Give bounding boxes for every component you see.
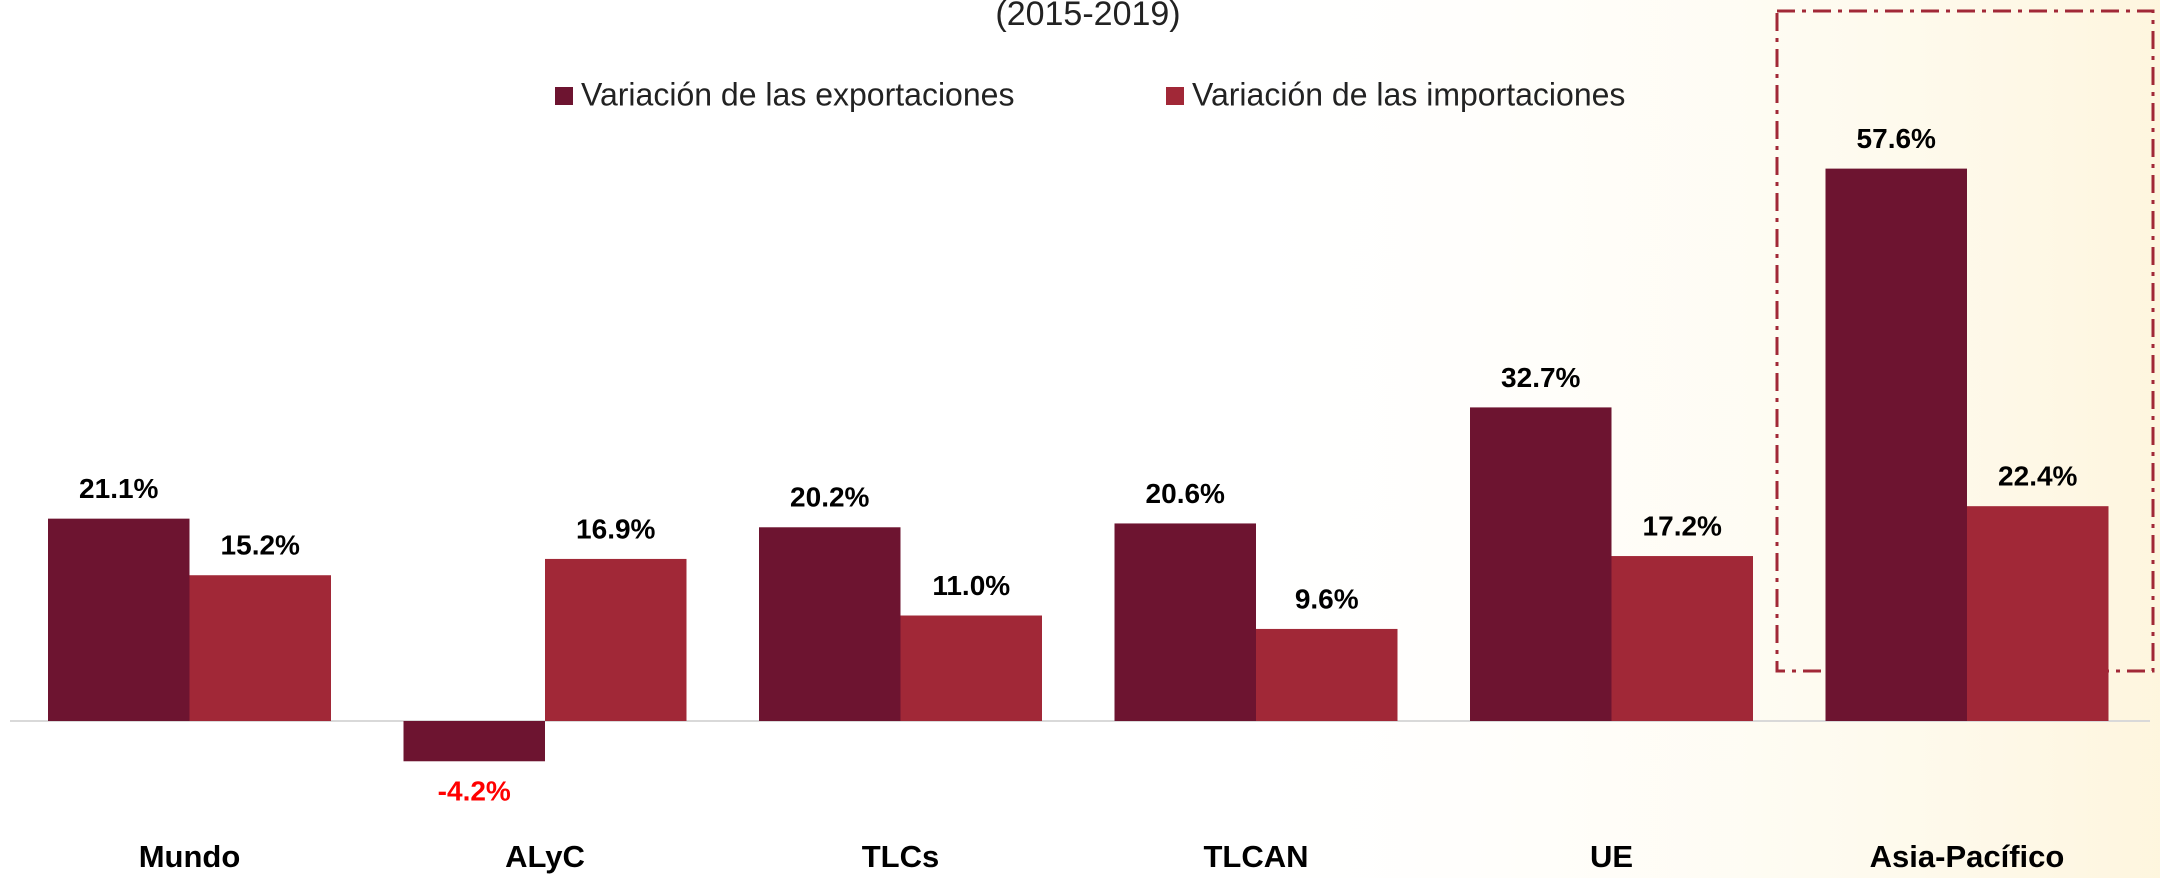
bar — [1470, 407, 1612, 721]
data-label: 17.2% — [1643, 510, 1722, 541]
data-label: 57.6% — [1857, 123, 1936, 154]
data-label: 32.7% — [1501, 362, 1580, 393]
bar — [189, 575, 331, 721]
bar — [1256, 628, 1398, 721]
bar — [900, 615, 1042, 721]
background-decoration — [1250, 0, 2160, 878]
bar — [1114, 523, 1256, 721]
bar — [759, 527, 901, 721]
data-label: -4.2% — [438, 776, 511, 807]
chart-subtitle: (2015-2019) — [995, 0, 1180, 33]
bar — [48, 518, 190, 721]
x-tick-label: TLCAN — [1203, 839, 1308, 874]
data-label: 15.2% — [221, 530, 300, 561]
bar — [545, 558, 687, 721]
bar — [1967, 506, 2109, 721]
bar — [403, 721, 545, 762]
legend-label: Variación de las exportaciones — [581, 76, 1014, 112]
legend-swatch — [555, 87, 573, 105]
x-tick-label: Asia-Pacífico — [1870, 839, 2065, 874]
data-label: 20.2% — [790, 482, 869, 513]
bar — [1611, 556, 1753, 721]
data-label: 9.6% — [1295, 583, 1359, 614]
legend-swatch — [1166, 87, 1184, 105]
data-label: 21.1% — [79, 473, 158, 504]
data-label: 22.4% — [1998, 461, 2077, 492]
x-tick-label: ALyC — [505, 839, 585, 874]
data-label: 16.9% — [576, 513, 655, 544]
bar — [1825, 168, 1967, 722]
x-tick-label: UE — [1590, 839, 1633, 874]
x-tick-label: Mundo — [139, 839, 241, 874]
data-label: 20.6% — [1146, 478, 1225, 509]
data-label: 11.0% — [932, 570, 1010, 601]
legend-label: Variación de las importaciones — [1192, 76, 1625, 112]
x-tick-label: TLCs — [862, 839, 940, 874]
